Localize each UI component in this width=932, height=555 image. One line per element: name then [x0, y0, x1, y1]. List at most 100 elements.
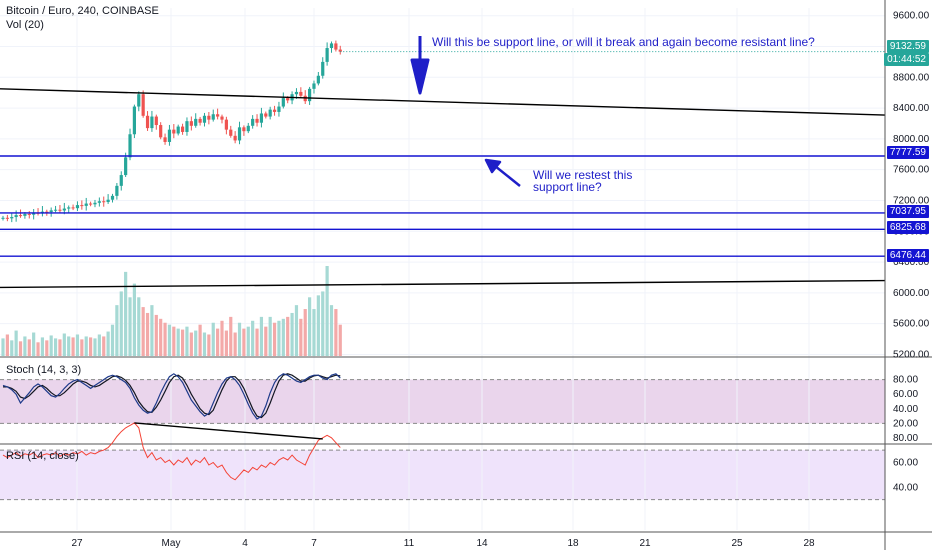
candle-body-77 — [338, 49, 342, 52]
volume-bar-73 — [321, 291, 325, 356]
candle-body-26 — [115, 185, 119, 196]
volume-bar-29 — [128, 297, 132, 356]
rsi-line-path — [2, 422, 341, 481]
volume-bar-53 — [233, 332, 237, 356]
volume-bar-21 — [93, 338, 97, 356]
volume-bar-2 — [10, 340, 14, 356]
level-tag-2: 7037.95 — [886, 205, 929, 218]
volume-label: Vol (20) — [6, 19, 44, 31]
x-tick-label-7: 21 — [639, 538, 651, 549]
annotation-arrows — [410, 36, 521, 187]
volume-bar-49 — [216, 328, 220, 356]
volume-bar-24 — [106, 331, 110, 356]
upper-trend-line — [0, 88, 886, 116]
x-tick-label-4: 11 — [404, 538, 415, 549]
x-tick-label-1: May — [162, 538, 181, 549]
candle-body-29 — [128, 134, 132, 158]
stoch-k-line — [2, 373, 341, 420]
volume-bar-58 — [255, 328, 259, 356]
volume-bar-72 — [316, 295, 320, 356]
chart-title: Bitcoin / Euro, 240, COINBASE — [6, 5, 159, 17]
volume-bar-51 — [224, 330, 228, 356]
candle-body-56 — [246, 125, 250, 132]
top-question-annotation: Will this be support line, or will it br… — [432, 35, 815, 49]
volume-bar-65 — [286, 316, 290, 356]
candle-body-41 — [180, 126, 185, 132]
rsi-label: RSI (14, close) — [6, 450, 79, 462]
x-tick-label-2: 4 — [242, 538, 248, 549]
price-tick-label-11: 9600.00 — [893, 11, 930, 22]
candle-body-6 — [27, 213, 31, 215]
retest-annotation-line2: support line? — [533, 180, 602, 194]
candle-body-35 — [154, 116, 158, 126]
volume-bar-43 — [189, 332, 193, 356]
candle-body-50 — [220, 116, 224, 120]
candle-body-49 — [216, 114, 220, 117]
volume-bar-71 — [312, 309, 316, 356]
volume-bar-8 — [36, 342, 40, 356]
candle-body-59 — [259, 113, 264, 123]
price-tick-label-1: 5600.00 — [893, 319, 930, 330]
volume-bar-57 — [251, 320, 255, 356]
stoch-tick-label-2: 60.00 — [893, 389, 918, 400]
volume-bar-1 — [5, 334, 9, 356]
volume-bar-38 — [167, 324, 172, 356]
candle-body-10 — [45, 211, 49, 213]
candle-body-13 — [58, 209, 62, 211]
stoch-band — [0, 379, 885, 424]
diagonal-arrow — [484, 158, 521, 187]
candle-body-42 — [185, 121, 189, 132]
candle-body-76 — [334, 43, 338, 50]
candle-body-74 — [325, 48, 329, 62]
stoch-tick-label-0: 20.00 — [893, 418, 918, 429]
volume-bar-45 — [198, 324, 202, 356]
drawn-lines — [0, 51, 886, 289]
candle-body-45 — [198, 118, 202, 123]
indicator-bands — [0, 379, 885, 500]
volume-bar-61 — [268, 316, 272, 356]
candle-body-39 — [172, 129, 176, 134]
candle-body-47 — [207, 115, 211, 120]
volume-bar-5 — [23, 336, 27, 356]
candle-body-19 — [84, 203, 88, 206]
candle-body-11 — [49, 210, 53, 213]
price-tick-label-0: 5200.00 — [893, 349, 930, 360]
candle-body-5 — [23, 213, 27, 216]
volume-bar-39 — [172, 326, 176, 356]
volume-bar-27 — [119, 291, 123, 356]
lower-trend-line — [0, 279, 886, 289]
candle-body-70 — [308, 88, 312, 102]
candle-body-25 — [110, 195, 115, 200]
volume-bar-62 — [272, 322, 277, 356]
volume-bar-7 — [32, 332, 36, 356]
candle-body-43 — [189, 121, 193, 126]
stoch-lines — [2, 373, 341, 420]
price-tick-label-9: 8800.00 — [893, 72, 930, 83]
volume-bar-44 — [194, 330, 198, 356]
price-tick-label-5: 7200.00 — [893, 195, 930, 206]
volume-bar-75 — [329, 305, 334, 356]
volume-bar-68 — [299, 318, 303, 356]
candle-body-75 — [329, 43, 334, 49]
countdown-tag: 01:44:52 — [884, 53, 929, 66]
volume-bar-6 — [27, 339, 31, 356]
candle-body-51 — [224, 119, 228, 130]
rsi-line — [2, 422, 341, 481]
candle-body-37 — [163, 137, 167, 142]
candle-body-46 — [202, 115, 207, 123]
retest-annotation-line1: Will we restest this — [533, 168, 633, 182]
volume-bar-10 — [45, 340, 49, 356]
volume-bar-33 — [145, 312, 150, 356]
candle-body-34 — [150, 116, 154, 129]
price-tick-label-6: 7600.00 — [893, 165, 930, 176]
volume-bar-59 — [259, 316, 264, 356]
rsi-divergence-line — [134, 422, 323, 440]
price-tick-label-3: 6400.00 — [893, 257, 930, 268]
volume-bar-35 — [154, 314, 158, 356]
candle-body-4 — [18, 215, 23, 217]
candle-body-71 — [312, 83, 316, 89]
candle-body-38 — [167, 129, 172, 142]
candle-body-24 — [106, 199, 110, 203]
volume-bar-14 — [62, 333, 66, 356]
